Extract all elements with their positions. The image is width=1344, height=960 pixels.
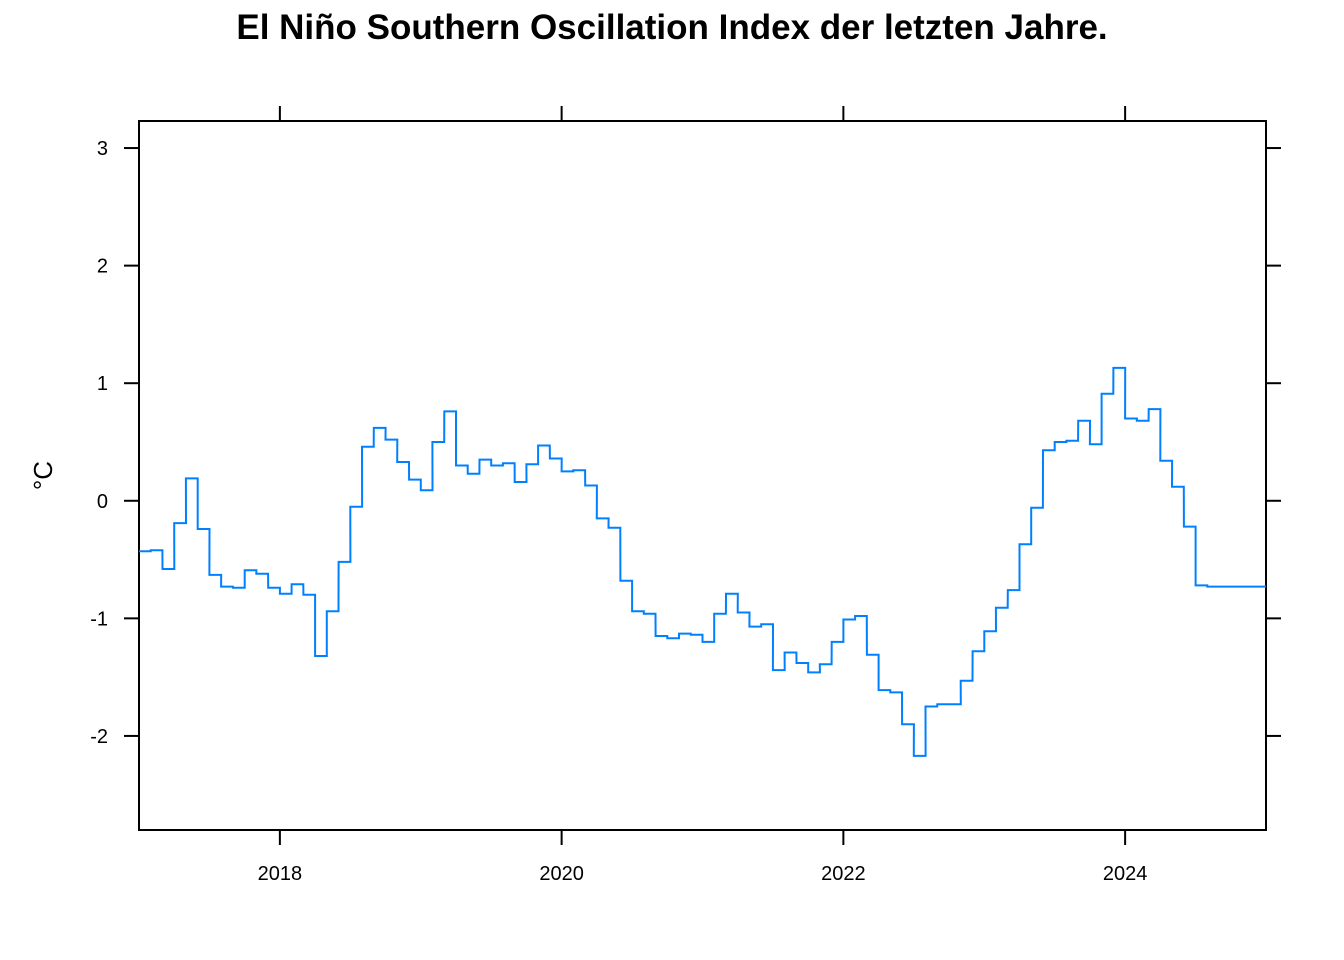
series-line [139,366,1266,757]
y-axis: 3 2 1 0 -1 -2 [90,138,1281,748]
y-tick-label: 1 [97,373,108,395]
y-tick-label: 0 [97,491,108,513]
plot-frame [138,120,1267,831]
y-tick-label: -1 [90,608,108,630]
x-tick-label: 2018 [258,863,303,885]
y-tick-label: -2 [90,726,108,748]
x-tick-label: 2022 [821,863,866,885]
x-tick-label: 2020 [539,863,584,885]
chart-title: El Niño Southern Oscillation Index der l… [236,8,1108,47]
y-tick-label: 2 [97,256,108,278]
y-axis-label: °C [28,461,58,490]
y-tick-label: 3 [97,138,108,160]
x-tick-label: 2024 [1103,863,1148,885]
x-axis: 2018 2020 2022 2024 [258,106,1148,885]
